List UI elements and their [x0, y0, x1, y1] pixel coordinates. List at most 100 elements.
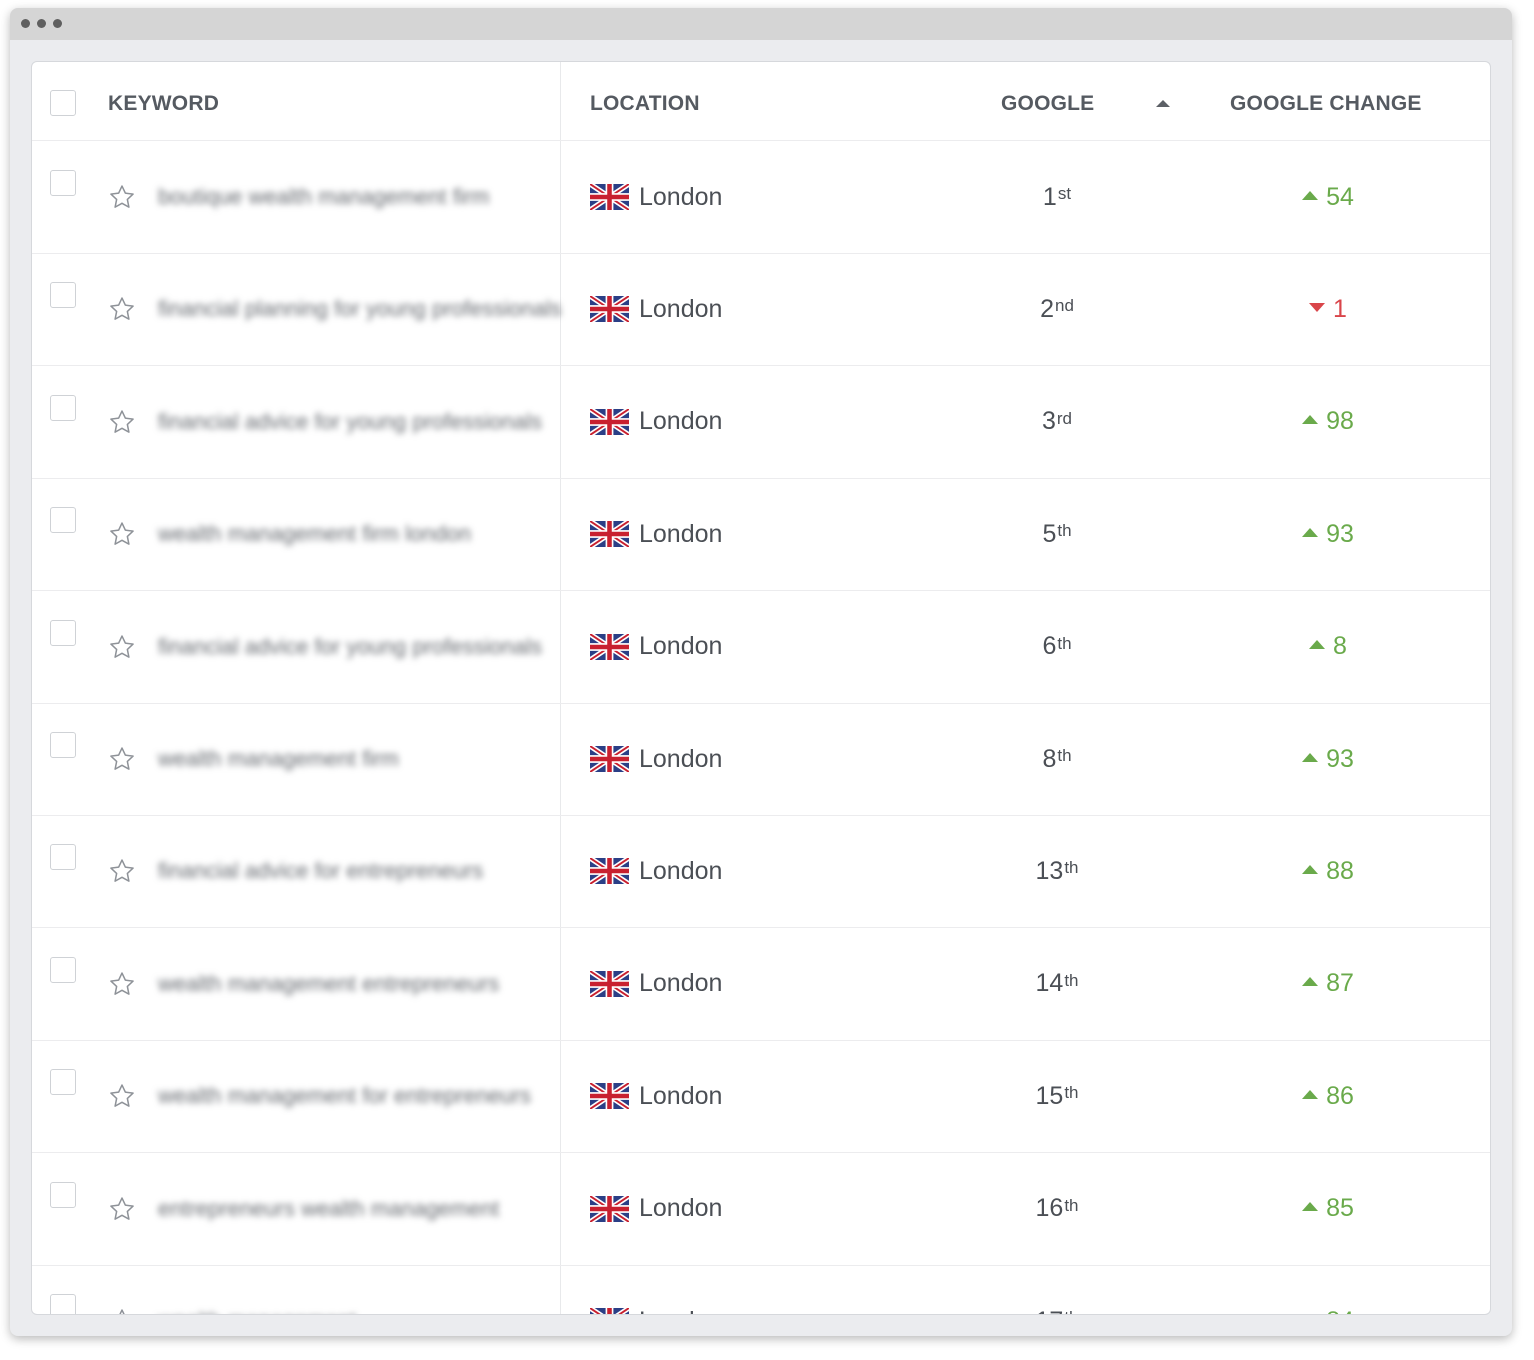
location-cell: London [588, 1153, 722, 1265]
keyword-text[interactable]: wealth management entrepreneurs [158, 970, 500, 996]
uk-flag-icon [588, 1305, 631, 1314]
location-text: London [639, 407, 723, 436]
change-value: 86 [1326, 1081, 1354, 1110]
row-checkbox[interactable] [50, 619, 76, 646]
rank-number: 5 [1042, 519, 1057, 548]
row-checkbox[interactable] [50, 170, 76, 196]
location-cell: London [588, 366, 723, 478]
row-checkbox[interactable] [50, 732, 76, 758]
keyword-text[interactable]: boutique wealth management firm [158, 184, 490, 209]
change-value: 93 [1326, 744, 1354, 773]
star-icon[interactable] [108, 591, 136, 703]
sort-up-icon[interactable] [1156, 100, 1170, 107]
star-icon[interactable] [108, 1265, 136, 1314]
app-window: KEYWORD LOCATION GOOGLE GOOGLE CHANGE bo… [10, 8, 1512, 1336]
google-change: 1 [1228, 253, 1428, 365]
row-checkbox[interactable] [50, 394, 76, 421]
google-change-column-header[interactable]: GOOGLE CHANGE [1230, 92, 1422, 115]
keyword-text[interactable]: financial advice for young professionals [158, 408, 543, 434]
window-dot-1[interactable] [21, 19, 30, 28]
keyword-text[interactable]: wealth management for entrepreneurs [158, 1083, 531, 1109]
window-dot-3[interactable] [53, 19, 62, 28]
uk-flag-icon [588, 294, 631, 325]
table-row[interactable]: financial advice for young professionals… [32, 366, 1490, 479]
keyword-text[interactable]: financial advice for young professionals [158, 633, 543, 659]
rank-suffix: rd [1056, 408, 1073, 428]
rank-number: 8 [1042, 744, 1057, 773]
rank-suffix: th [1064, 970, 1079, 990]
google-change: 98 [1228, 366, 1428, 478]
star-icon[interactable] [108, 815, 136, 927]
row-checkbox[interactable] [50, 956, 76, 983]
change-value: 54 [1326, 182, 1354, 211]
rank-number: 13 [1035, 856, 1064, 885]
table-row[interactable]: financial advice for young professionals… [32, 591, 1490, 704]
rank-suffix: th [1057, 521, 1072, 541]
table-row[interactable]: wealth management London 17th 84 [32, 1265, 1490, 1315]
keyword-text[interactable]: financial planning for young professiona… [158, 296, 562, 322]
table-row[interactable]: wealth management entrepreneurs London 14 t… [32, 928, 1490, 1041]
location-cell: London [588, 141, 722, 253]
keyword-text[interactable]: entrepreneurs wealth management [158, 1195, 500, 1221]
window-dot-2[interactable] [37, 19, 46, 28]
row-checkbox[interactable] [50, 1069, 76, 1096]
location-cell: London [588, 703, 723, 815]
change-value: 88 [1326, 856, 1354, 885]
arrow-up-icon [1302, 752, 1319, 762]
location-text: London [639, 294, 723, 323]
location-text: London [639, 744, 723, 773]
rank-number: 6 [1042, 632, 1057, 661]
google-change: 87 [1228, 928, 1428, 1040]
keyword-text[interactable]: financial advice for entrepreneurs [158, 858, 484, 884]
row-checkbox[interactable] [50, 1181, 76, 1208]
title-bar [10, 8, 1512, 40]
change-value: 98 [1326, 407, 1354, 436]
arrow-up-icon [1302, 527, 1319, 537]
star-icon[interactable] [108, 928, 136, 1040]
location-cell: London [588, 815, 723, 927]
location-column-header[interactable]: LOCATION [590, 92, 700, 115]
google-column-header[interactable]: GOOGLE [1001, 92, 1095, 115]
star-icon[interactable] [108, 253, 136, 365]
star-icon[interactable] [108, 1153, 136, 1265]
location-text: London [639, 856, 723, 885]
star-icon[interactable] [108, 366, 136, 478]
location-text: London [639, 1081, 723, 1110]
change-value: 87 [1326, 969, 1354, 998]
rank-suffix: th [1064, 1083, 1079, 1103]
google-change: 88 [1228, 815, 1428, 927]
table-row[interactable]: financial advice for entrepreneurs London… [32, 815, 1490, 929]
star-icon[interactable] [108, 141, 136, 253]
star-icon[interactable] [108, 1040, 136, 1152]
table-row[interactable]: wealth management for entrepreneurs Londo… [32, 1040, 1490, 1154]
keyword-text[interactable]: wealth management firm london [158, 521, 472, 547]
row-checkbox[interactable] [50, 507, 76, 534]
location-cell: London [588, 478, 723, 590]
location-text: London [639, 519, 723, 548]
row-checkbox[interactable] [50, 1294, 76, 1314]
arrow-down-icon [1309, 302, 1326, 312]
keyword-column-header[interactable]: KEYWORD [108, 92, 220, 115]
select-all-checkbox[interactable] [50, 90, 76, 116]
rank-number: 17 [1036, 1307, 1064, 1315]
rank-suffix: th [1064, 858, 1079, 878]
arrow-up-icon [1302, 415, 1319, 425]
star-icon[interactable] [108, 703, 136, 815]
star-icon[interactable] [108, 478, 136, 590]
row-checkbox[interactable] [50, 282, 76, 309]
arrow-up-icon [1302, 1089, 1319, 1099]
row-checkbox[interactable] [50, 844, 76, 871]
table-row[interactable]: financial planning for young professiona… [32, 253, 1490, 367]
change-value: 84 [1326, 1307, 1354, 1315]
keyword-text[interactable]: wealth management firm [158, 746, 399, 771]
keyword-text[interactable]: wealth management [158, 1265, 356, 1314]
table-row[interactable]: entrepreneurs wealth management London 16 t… [32, 1153, 1490, 1266]
